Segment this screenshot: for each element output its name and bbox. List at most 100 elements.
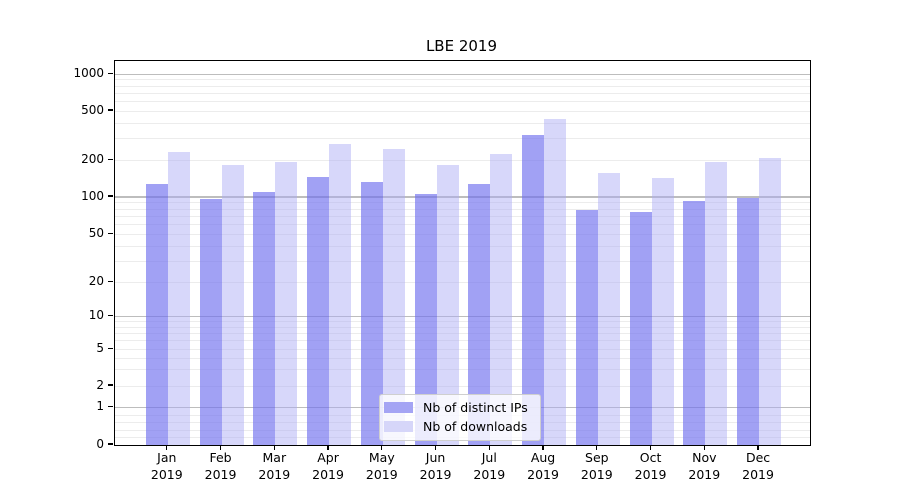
legend-label-distinct-ips: Nb of distinct IPs — [423, 400, 528, 415]
x-tick-month: Dec — [745, 450, 771, 465]
bar-nb-of-distinct-ips-apr-2019 — [307, 176, 330, 445]
gridline-minor — [115, 326, 810, 328]
plot-area — [114, 60, 811, 446]
x-tick-mark — [273, 445, 275, 450]
y-tick-label-200: 200 — [81, 151, 104, 166]
y-tick-label-20: 20 — [88, 274, 104, 289]
gridline-minor — [115, 202, 810, 204]
x-tick-year: 2019 — [150, 466, 183, 482]
gridline-major — [115, 315, 810, 318]
x-tick-mark — [166, 445, 168, 450]
x-tick-year: 2019 — [742, 466, 774, 482]
chart-title: LBE 2019 — [425, 37, 498, 55]
gridline-minor — [115, 385, 810, 387]
legend-label-downloads: Nb of downloads — [423, 419, 528, 434]
legend-swatch-downloads-icon — [384, 421, 413, 432]
x-tick-month: Apr — [317, 450, 339, 465]
gridline-minor — [115, 260, 810, 262]
y-tick-mark — [108, 109, 113, 111]
y-tick-mark — [108, 72, 113, 74]
bar-nb-of-distinct-ips-nov-2019 — [683, 200, 706, 445]
x-tick-month: Feb — [209, 450, 232, 465]
x-tick-mark — [488, 445, 490, 450]
x-tick-label-jul-2019: Jul 2019 — [454, 450, 524, 483]
x-tick-label-sep-2019: Sep 2019 — [562, 450, 632, 483]
gridline-minor — [115, 159, 810, 161]
bar-nb-of-downloads-dec-2019 — [759, 157, 782, 445]
x-tick-label-feb-2019: Feb 2019 — [186, 450, 256, 483]
x-tick-mark — [596, 445, 598, 450]
y-tick-label-1000: 1000 — [73, 65, 104, 80]
bar-nb-of-downloads-jan-2019 — [167, 152, 190, 445]
y-tick-label-2: 2 — [96, 377, 104, 392]
y-tick-label-1: 1 — [96, 399, 104, 413]
y-tick-label-5: 5 — [96, 340, 104, 355]
y-tick-label-0: 0 — [96, 436, 104, 451]
x-tick-label-apr-2019: Apr 2019 — [293, 450, 363, 483]
bar-nb-of-downloads-mar-2019 — [275, 161, 298, 445]
x-tick-month: May — [368, 450, 395, 465]
bar-nb-of-downloads-nov-2019 — [705, 162, 728, 445]
legend-swatch-distinct-ips-icon — [384, 402, 413, 413]
y-tick-mark — [108, 195, 113, 197]
bar-nb-of-distinct-ips-jun-2019 — [414, 193, 437, 445]
x-tick-year: 2019 — [580, 466, 613, 482]
bar-nb-of-distinct-ips-aug-2019 — [522, 135, 545, 445]
gridline-minor — [115, 137, 810, 139]
gridline-minor — [115, 215, 810, 217]
x-tick-label-mar-2019: Mar 2019 — [239, 450, 309, 483]
bar-nb-of-downloads-apr-2019 — [329, 143, 352, 445]
x-tick-mark — [434, 445, 437, 450]
x-tick-year: 2019 — [527, 466, 559, 482]
x-tick-label-jun-2019: Jun 2019 — [401, 450, 471, 483]
x-tick-year: 2019 — [419, 466, 452, 482]
x-tick-year: 2019 — [634, 466, 667, 482]
x-tick-month: Nov — [692, 450, 717, 465]
x-tick-month: Jul — [481, 450, 497, 465]
y-tick-label-10: 10 — [88, 308, 104, 323]
bar-nb-of-downloads-jun-2019 — [436, 165, 459, 445]
legend-item-distinct-ips: Nb of distinct IPs — [384, 401, 528, 414]
gridline-minor — [115, 282, 810, 284]
x-tick-month: Oct — [639, 450, 662, 465]
x-tick-mark — [542, 445, 544, 450]
x-tick-mark — [381, 445, 383, 450]
gridline-major — [115, 196, 810, 198]
x-tick-month: Sep — [585, 450, 609, 465]
x-tick-month: Jan — [157, 450, 177, 465]
gridline-major — [115, 73, 810, 76]
gridline-minor — [115, 110, 810, 112]
gridline-minor — [115, 233, 810, 235]
gridline-minor — [115, 357, 810, 359]
bar-nb-of-distinct-ips-oct-2019 — [629, 211, 652, 445]
y-tick-mark — [108, 347, 113, 349]
bar-nb-of-downloads-jul-2019 — [490, 153, 513, 445]
gridline-minor — [115, 92, 810, 94]
y-tick-mark — [108, 384, 113, 386]
y-tick-mark — [108, 232, 113, 234]
x-tick-year: 2019 — [312, 466, 344, 482]
x-tick-mark — [327, 445, 329, 450]
gridline-minor — [115, 223, 810, 225]
gridline-minor — [115, 321, 810, 323]
gridline-minor — [115, 100, 810, 102]
x-tick-year: 2019 — [473, 466, 506, 482]
gridline-minor — [115, 332, 810, 334]
x-tick-mark — [219, 445, 222, 450]
legend: Nb of distinct IPs Nb of downloads — [379, 394, 541, 441]
gridline-minor — [115, 122, 810, 124]
y-tick-label-100: 100 — [81, 188, 104, 203]
legend-item-downloads: Nb of downloads — [384, 420, 528, 433]
x-tick-label-nov-2019: Nov 2019 — [669, 450, 739, 483]
y-tick-label-50: 50 — [88, 225, 104, 240]
x-tick-year: 2019 — [688, 466, 721, 482]
y-tick-label-500: 500 — [81, 102, 104, 117]
x-tick-year: 2019 — [258, 466, 291, 482]
gridline-minor — [115, 348, 810, 350]
bar-nb-of-distinct-ips-jan-2019 — [145, 183, 168, 445]
y-tick-mark — [108, 281, 113, 283]
gridline-minor — [115, 369, 810, 371]
x-tick-label-jan-2019: Jan 2019 — [132, 450, 202, 483]
x-tick-year: 2019 — [365, 466, 398, 482]
